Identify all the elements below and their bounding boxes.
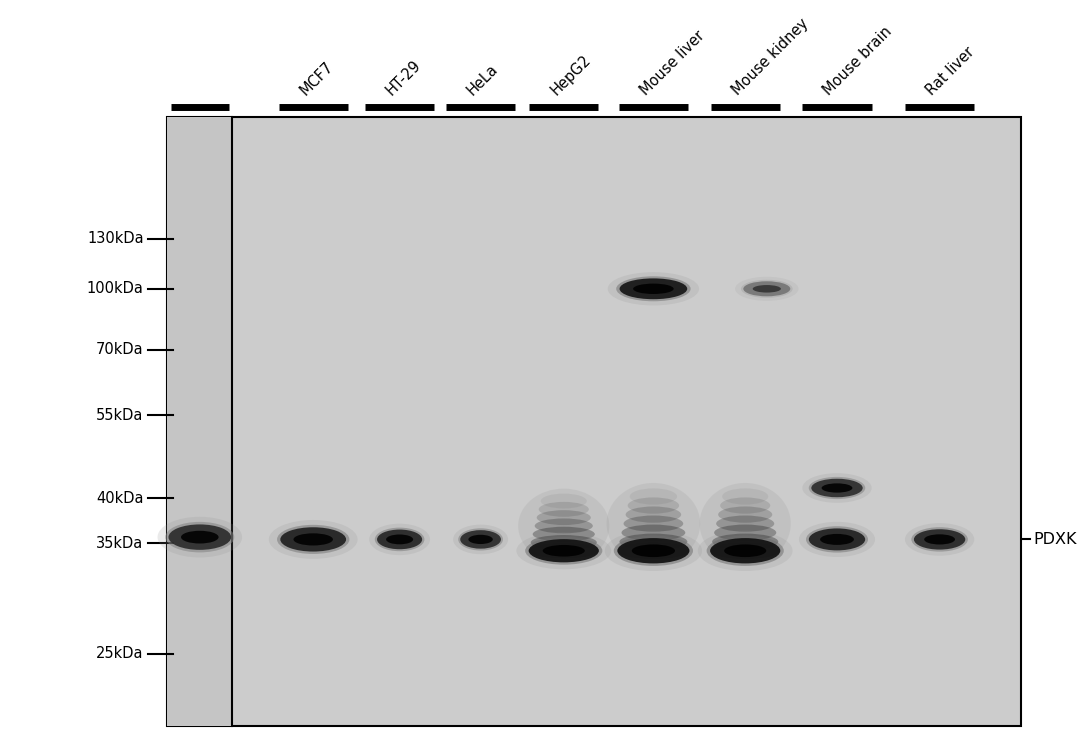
Text: Rat liver: Rat liver [923, 45, 977, 98]
Ellipse shape [706, 535, 784, 566]
Ellipse shape [613, 535, 693, 566]
Ellipse shape [753, 285, 781, 293]
Ellipse shape [912, 527, 968, 552]
Ellipse shape [743, 281, 791, 296]
Ellipse shape [158, 517, 242, 557]
Text: MCF7: MCF7 [297, 59, 336, 98]
Text: 25kDa: 25kDa [96, 646, 144, 662]
Ellipse shape [618, 538, 689, 563]
Ellipse shape [269, 520, 357, 559]
Ellipse shape [168, 525, 231, 550]
Ellipse shape [620, 534, 687, 550]
Ellipse shape [518, 488, 609, 563]
Ellipse shape [711, 538, 780, 563]
Ellipse shape [278, 525, 349, 554]
Ellipse shape [516, 532, 611, 569]
Text: HepG2: HepG2 [548, 52, 594, 98]
Ellipse shape [537, 510, 591, 525]
Ellipse shape [625, 507, 681, 522]
Text: Mouse kidney: Mouse kidney [729, 16, 811, 98]
Text: Mouse liver: Mouse liver [637, 28, 707, 98]
Bar [167, 117, 1021, 726]
Text: 130kDa: 130kDa [87, 231, 144, 246]
Ellipse shape [799, 522, 875, 557]
Text: 40kDa: 40kDa [96, 491, 144, 506]
Ellipse shape [529, 544, 598, 558]
Text: PDXK: PDXK [1034, 532, 1077, 547]
Ellipse shape [720, 497, 770, 513]
Ellipse shape [712, 534, 779, 550]
Ellipse shape [618, 543, 689, 559]
Text: HeLa: HeLa [464, 61, 501, 98]
Ellipse shape [535, 519, 593, 533]
Ellipse shape [914, 529, 966, 550]
Ellipse shape [369, 524, 430, 555]
Ellipse shape [608, 272, 699, 305]
Ellipse shape [811, 479, 863, 497]
Ellipse shape [718, 507, 772, 522]
Text: HT-29: HT-29 [383, 57, 424, 98]
Ellipse shape [820, 534, 854, 545]
Ellipse shape [802, 473, 872, 503]
Ellipse shape [375, 528, 424, 551]
Ellipse shape [623, 516, 684, 531]
Ellipse shape [700, 483, 791, 564]
Ellipse shape [607, 483, 700, 564]
Ellipse shape [541, 494, 586, 509]
Ellipse shape [735, 277, 798, 301]
Text: 55kDa: 55kDa [96, 408, 144, 423]
Ellipse shape [633, 284, 674, 294]
Ellipse shape [716, 516, 774, 531]
Ellipse shape [281, 527, 346, 552]
Ellipse shape [630, 488, 677, 505]
Ellipse shape [377, 529, 422, 550]
Ellipse shape [806, 526, 868, 553]
Ellipse shape [627, 497, 679, 513]
Ellipse shape [905, 523, 974, 556]
Ellipse shape [529, 539, 598, 562]
Ellipse shape [809, 477, 865, 499]
Ellipse shape [181, 531, 218, 544]
Ellipse shape [460, 530, 501, 549]
Ellipse shape [714, 525, 777, 541]
Ellipse shape [632, 544, 675, 557]
Ellipse shape [525, 537, 603, 565]
Text: 70kDa: 70kDa [96, 342, 144, 357]
Ellipse shape [711, 543, 780, 559]
Ellipse shape [539, 502, 589, 517]
Ellipse shape [294, 533, 333, 546]
Ellipse shape [723, 488, 768, 505]
Ellipse shape [165, 522, 234, 553]
Ellipse shape [809, 528, 865, 550]
Text: 35kDa: 35kDa [96, 536, 144, 550]
Ellipse shape [532, 527, 595, 541]
Ellipse shape [617, 276, 690, 302]
Ellipse shape [621, 525, 686, 541]
Ellipse shape [386, 534, 414, 544]
Ellipse shape [605, 531, 702, 571]
Ellipse shape [924, 534, 955, 544]
Ellipse shape [454, 525, 508, 554]
Text: 100kDa: 100kDa [86, 281, 144, 296]
Ellipse shape [543, 545, 584, 556]
Ellipse shape [698, 531, 793, 571]
Ellipse shape [741, 280, 793, 298]
Text: Mouse brain: Mouse brain [821, 24, 895, 98]
Ellipse shape [469, 534, 492, 544]
Ellipse shape [458, 528, 503, 550]
Ellipse shape [530, 535, 597, 550]
Ellipse shape [620, 278, 687, 299]
Bar [167, 117, 232, 726]
Ellipse shape [725, 544, 766, 557]
Ellipse shape [822, 483, 852, 493]
